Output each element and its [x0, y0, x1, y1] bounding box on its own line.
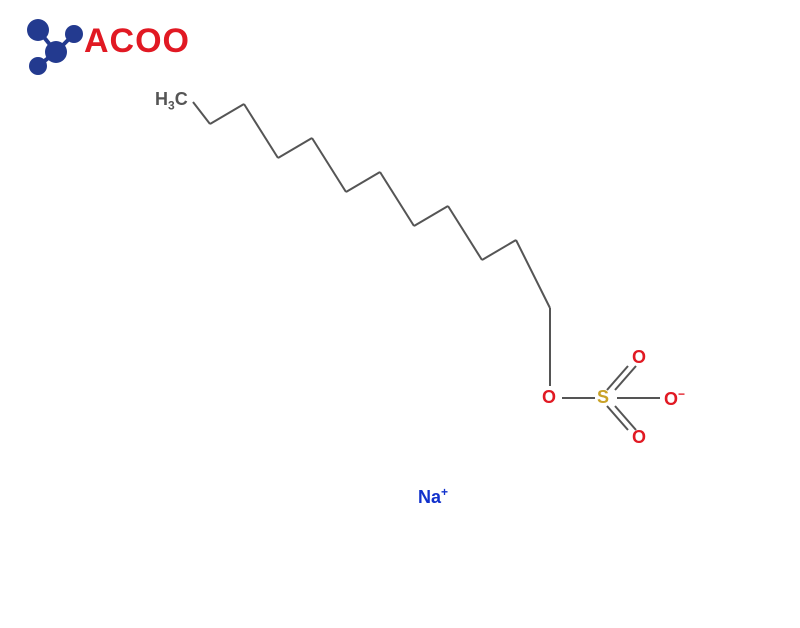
- molecule-structure: [0, 0, 800, 628]
- o-down-label: O: [632, 428, 646, 446]
- o-up-label: O: [632, 348, 646, 366]
- canvas: ACOO H3C O S O O O− Na+: [0, 0, 800, 628]
- o-ester-label: O: [542, 388, 556, 406]
- o-right-label: O−: [664, 388, 685, 408]
- na-label: Na+: [418, 486, 448, 506]
- s-atom-label: S: [597, 388, 609, 406]
- ch3-label: H3C: [155, 90, 188, 112]
